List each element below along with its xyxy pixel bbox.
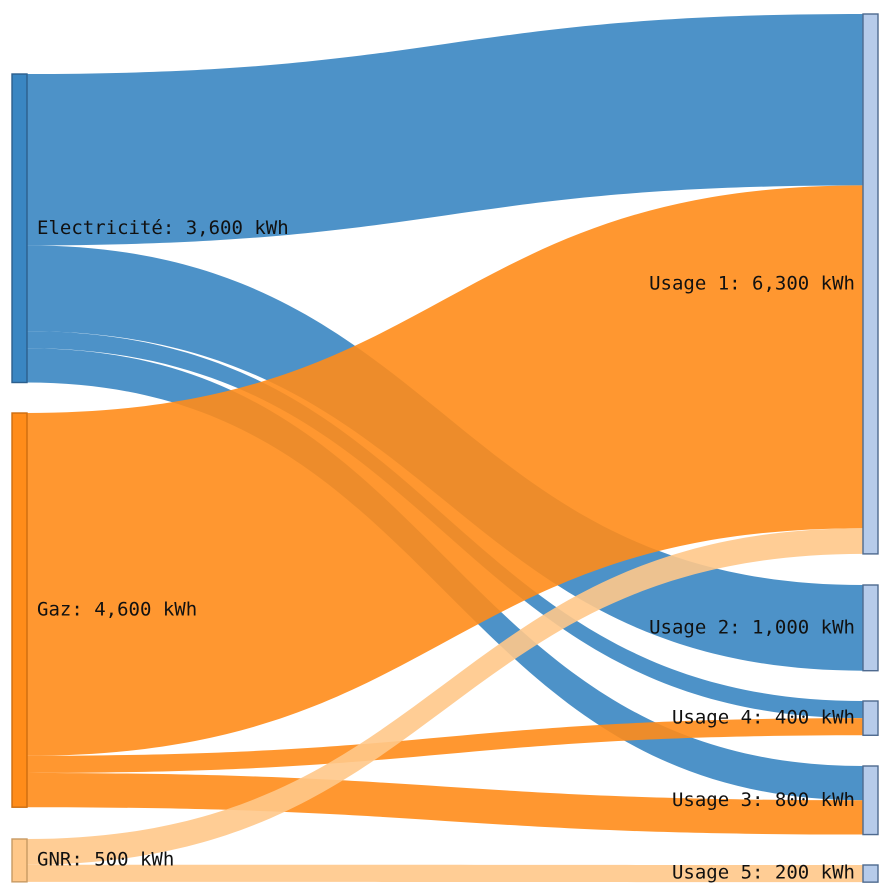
target-node-u3[interactable] [862,765,879,836]
link-gaz-to-u4[interactable] [27,718,863,773]
source-label-gnr: GNR: 500 kWh [37,849,174,871]
link-gnr-to-u5[interactable] [27,864,863,883]
source-node-elec[interactable] [11,73,28,384]
target-label-u4: Usage 4: 400 kWh [672,707,855,729]
target-node-u5[interactable] [862,864,879,883]
link-gaz-to-u3[interactable] [27,772,863,835]
target-label-u2: Usage 2: 1,000 kWh [649,616,855,638]
target-label-u5: Usage 5: 200 kWh [672,862,855,883]
source-label-elec: Electricité: 3,600 kWh [37,217,289,239]
target-label-u3: Usage 3: 800 kWh [672,789,855,811]
link-gnr-to-u1[interactable] [27,528,863,865]
labels-group: Electricité: 3,600 kWh Gaz: 4,600 kWh GNR:… [37,217,855,883]
target-node-u4[interactable] [862,700,879,736]
links-group [27,14,863,883]
target-node-u2[interactable] [862,584,879,672]
source-node-gnr[interactable] [11,838,28,883]
link-elec-to-u1[interactable] [27,14,863,246]
target-node-u1[interactable] [862,13,879,555]
source-node-gaz[interactable] [11,412,28,808]
target-label-u1: Usage 1: 6,300 kWh [649,272,855,294]
nodes-group [11,13,879,883]
link-gaz-to-u1[interactable] [27,185,863,756]
source-label-gaz: Gaz: 4,600 kWh [37,599,197,621]
